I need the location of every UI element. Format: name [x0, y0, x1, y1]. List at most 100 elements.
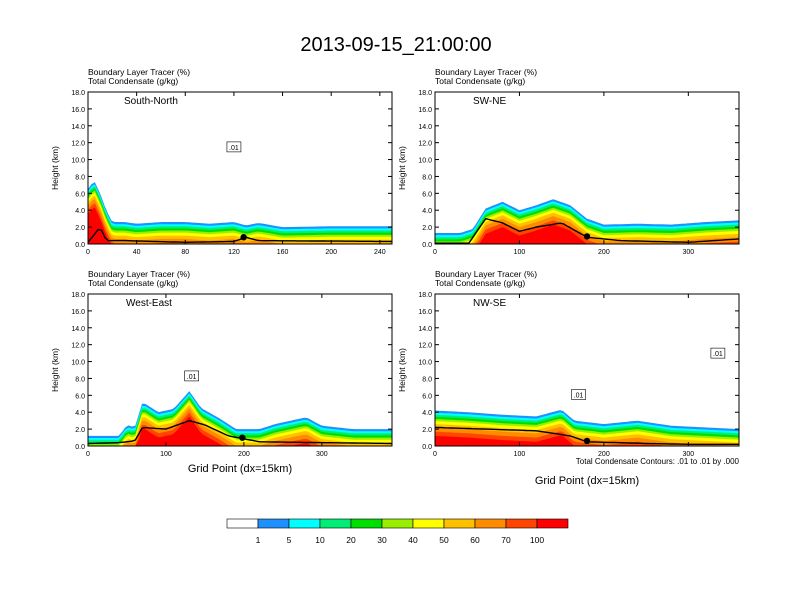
y-tick-label: 12.0: [71, 141, 85, 148]
contour-label-box: [710, 347, 726, 359]
y-tick-label: 16.0: [71, 309, 85, 316]
y-axis-label: Height (km): [397, 348, 407, 392]
colorbar-cell: [536, 518, 569, 529]
y-tick-label: 10.0: [71, 158, 85, 165]
y-axis-label: Height (km): [50, 146, 60, 190]
panel-west-east: Boundary Layer Tracer (%)Total Condensat…: [50, 269, 393, 458]
x-tick-label: 0: [433, 249, 437, 256]
colorbar-label: 10: [315, 535, 325, 545]
colorbar-cell: [257, 518, 290, 529]
subtitle-tracer: Boundary Layer Tracer (%): [88, 269, 190, 279]
y-tick-label: 6.0: [75, 191, 85, 198]
x-tick-label: 200: [598, 451, 610, 458]
location-marker: [583, 437, 591, 445]
panel-south-north: Boundary Layer Tracer (%)Total Condensat…: [50, 67, 393, 256]
plot-area: [88, 391, 392, 446]
panel-label: SW-NE: [473, 96, 506, 107]
y-tick-label: 16.0: [71, 107, 85, 114]
y-tick-label: 8.0: [422, 376, 432, 383]
y-tick-label: 0.0: [422, 444, 432, 451]
contour-label: .01: [187, 374, 197, 381]
colorbar-label: 100: [530, 535, 544, 545]
panel-label: NW-SE: [473, 298, 506, 309]
x-tick-label: 0: [86, 451, 90, 458]
plot-area: [435, 199, 739, 244]
panel-sw-ne: Boundary Layer Tracer (%)Total Condensat…: [397, 67, 740, 256]
colorbar-label: 5: [287, 535, 292, 545]
tracer-band-10: [88, 416, 392, 446]
y-tick-label: 16.0: [418, 107, 432, 114]
x-tick-label: 100: [514, 249, 526, 256]
y-tick-label: 10.0: [418, 158, 432, 165]
panels: Boundary Layer Tracer (%)Total Condensat…: [50, 67, 740, 458]
colorbar-label: 50: [439, 535, 449, 545]
y-tick-label: 12.0: [418, 343, 432, 350]
y-tick-label: 12.0: [71, 343, 85, 350]
contour-note: Total Condensate Contours: .01 to .01 by…: [576, 457, 740, 466]
tracer-band-10: [435, 224, 739, 244]
contour-label-box: [571, 389, 586, 400]
y-tick-label: 10.0: [418, 360, 432, 367]
panel-label: West-East: [126, 298, 172, 309]
plot-frame: [87, 293, 393, 447]
y-tick-label: 2.0: [75, 225, 85, 232]
x-tick-label: 40: [133, 249, 141, 256]
panel-nw-se: Boundary Layer Tracer (%)Total Condensat…: [397, 269, 740, 458]
y-tick-label: 8.0: [422, 174, 432, 181]
x-tick-label: 200: [598, 249, 610, 256]
x-tick-label: 240: [374, 249, 386, 256]
subtitle-condensate: Total Condensate (g/kg): [88, 278, 178, 288]
terrain-line: [88, 228, 392, 244]
y-tick-label: 2.0: [422, 225, 432, 232]
colorbar-cell: [350, 518, 383, 529]
y-tick-label: 0.0: [75, 444, 85, 451]
tracer-band-8: [88, 199, 392, 244]
y-tick-label: 4.0: [75, 410, 85, 417]
colorbar-label: 20: [346, 535, 356, 545]
y-tick-label: 6.0: [75, 393, 85, 400]
x-tick-label: 100: [160, 451, 172, 458]
x-tick-label: 160: [277, 249, 289, 256]
y-tick-label: 6.0: [422, 393, 432, 400]
y-tick-label: 2.0: [422, 427, 432, 434]
x-axis-label-left: Grid Point (dx=15km): [188, 463, 292, 475]
x-tick-label: 200: [325, 249, 337, 256]
y-tick-label: 12.0: [418, 141, 432, 148]
contour-label: .01: [713, 351, 723, 358]
colorbar-cell: [505, 518, 538, 529]
colorbar-label: 70: [501, 535, 511, 545]
y-tick-label: 4.0: [422, 208, 432, 215]
subtitle-tracer: Boundary Layer Tracer (%): [435, 67, 537, 77]
colorbar: 1 5 10 20 30 40 50 60 70 100: [226, 518, 569, 545]
y-tick-label: 14.0: [418, 326, 432, 333]
location-marker: [239, 434, 246, 441]
colorbar-cell: [443, 518, 476, 529]
y-tick-label: 10.0: [71, 360, 85, 367]
x-tick-label: 300: [316, 451, 328, 458]
contour-label: .01: [574, 392, 584, 399]
plot-area: [88, 182, 392, 244]
y-tick-label: 18.0: [418, 292, 432, 299]
colorbar-label: 60: [470, 535, 480, 545]
subtitle-tracer: Boundary Layer Tracer (%): [435, 269, 537, 279]
y-tick-label: 6.0: [422, 191, 432, 198]
plot-area: [435, 410, 739, 446]
location-marker: [240, 234, 247, 241]
colorbar-label: 40: [408, 535, 418, 545]
y-tick-label: 8.0: [75, 174, 85, 181]
tracer-band-4: [88, 188, 392, 244]
y-tick-label: 14.0: [418, 124, 432, 131]
y-axis-label: Height (km): [397, 146, 407, 190]
y-tick-label: 8.0: [75, 376, 85, 383]
y-tick-label: 18.0: [71, 292, 85, 299]
location-marker: [583, 233, 591, 240]
colorbar-cell: [226, 518, 259, 529]
plot-frame: [87, 91, 393, 245]
plot-frame: [434, 91, 740, 245]
x-tick-label: 200: [238, 451, 250, 458]
x-tick-label: 0: [86, 249, 90, 256]
subtitle-condensate: Total Condensate (g/kg): [435, 76, 525, 86]
y-tick-label: 0.0: [422, 242, 432, 249]
tracer-band-10: [435, 435, 739, 446]
